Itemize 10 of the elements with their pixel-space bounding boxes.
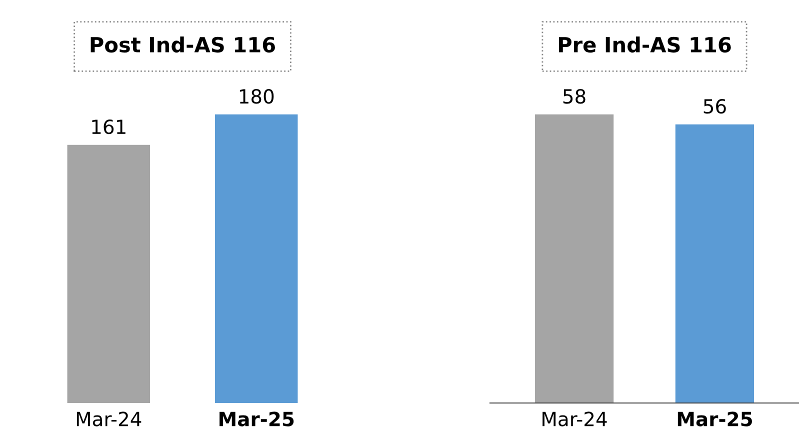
chart-title: Pre Ind-AS 116 — [558, 36, 731, 53]
x-tick-label: Mar-24 — [542, 412, 607, 426]
data-label: 56 — [704, 98, 726, 114]
x-tick-label: Mar-24 — [76, 412, 142, 426]
data-label: 180 — [240, 89, 274, 104]
data-label: 161 — [92, 119, 126, 134]
x-tick-label: Mar-25 — [220, 412, 294, 426]
chart-title: Post Ind-AS 116 — [90, 36, 275, 53]
x-tick-label: Mar-25 — [678, 412, 752, 426]
data-label: 58 — [563, 89, 586, 104]
